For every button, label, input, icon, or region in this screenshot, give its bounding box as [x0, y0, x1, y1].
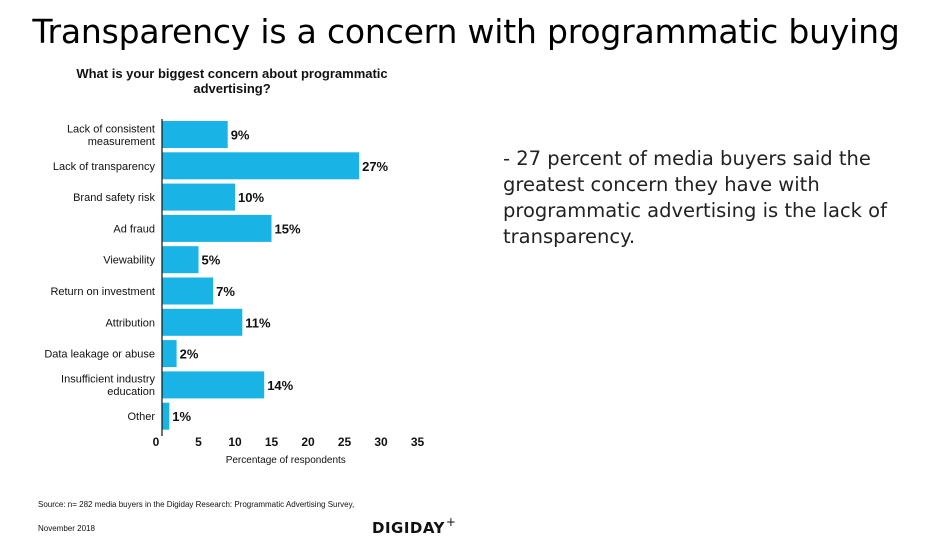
category-label-line: Return on investment [50, 286, 155, 298]
slide-title: Transparency is a concern with programma… [32, 12, 900, 51]
data-label: 5% [202, 253, 221, 268]
bar [162, 340, 177, 368]
x-tick-label: 15 [265, 435, 279, 449]
x-tick-label: 25 [338, 435, 352, 449]
bar [162, 277, 214, 305]
category-label-line: Viewability [103, 255, 155, 267]
category-label-line: Insufficient industry [61, 374, 155, 386]
category-label: Viewability [103, 255, 155, 267]
category-label-line: measurement [88, 136, 155, 148]
x-tick-label: 35 [411, 435, 425, 449]
bar [162, 214, 272, 242]
category-label-line: Ad fraud [113, 223, 155, 235]
source-date: November 2018 [38, 524, 95, 533]
chart-subtitle: What is your biggest concern about progr… [76, 66, 388, 96]
category-label-line: Lack of consistent [67, 123, 155, 135]
commentary-text: - 27 percent of media buyers said the gr… [503, 147, 887, 248]
digiday-logo: DIGIDAY+ [372, 515, 456, 537]
x-tick-label: 20 [301, 435, 315, 449]
bar [162, 152, 360, 180]
x-tick-label: 0 [153, 435, 160, 449]
brand-name: DIGIDAY [372, 519, 445, 537]
bar-chart-svg: 9% Lack of consistent measurement 27% Lack o… [44, 119, 425, 466]
bar [162, 121, 228, 148]
bar-chart: 9% Lack of consistent measurement 27% Lack o… [0, 110, 460, 480]
category-label-line: Brand safety risk [73, 192, 155, 204]
data-label: 2% [180, 347, 199, 362]
data-label: 10% [238, 190, 264, 205]
x-tick-label: 10 [228, 435, 242, 449]
category-label: Lack of transparency [53, 161, 156, 173]
bar [162, 246, 199, 274]
category-label: Insufficient industry education [61, 374, 155, 399]
category-label-line: Lack of transparency [53, 161, 156, 173]
bar [162, 183, 235, 211]
category-label: Other [127, 411, 155, 423]
data-label: 14% [267, 378, 293, 393]
data-label: 1% [172, 409, 191, 424]
category-label: Brand safety risk [73, 192, 155, 204]
x-axis-title: Percentage of respondents [226, 455, 346, 466]
category-label-line: Attribution [105, 317, 155, 329]
category-label: Lack of consistent measurement [67, 123, 155, 148]
category-label-line: education [107, 386, 155, 398]
data-label: 15% [275, 221, 301, 236]
data-label: 27% [362, 159, 388, 174]
data-label: 11% [245, 315, 271, 330]
category-label: Attribution [105, 317, 155, 329]
x-tick-label: 30 [374, 435, 388, 449]
category-label: Data leakage or abuse [44, 349, 155, 361]
bar [162, 308, 243, 336]
data-label: 7% [216, 284, 235, 299]
source-note: Source: n= 282 media buyers in the Digid… [38, 500, 355, 509]
bar [162, 371, 265, 399]
category-label-line: Data leakage or abuse [44, 349, 155, 361]
bar [162, 402, 170, 430]
data-label: 9% [231, 128, 250, 143]
x-tick-label: 5 [195, 435, 202, 449]
category-label: Ad fraud [113, 223, 155, 235]
category-label-line: Other [127, 411, 155, 423]
category-label: Return on investment [50, 286, 155, 298]
brand-plus-mark: + [445, 515, 457, 529]
